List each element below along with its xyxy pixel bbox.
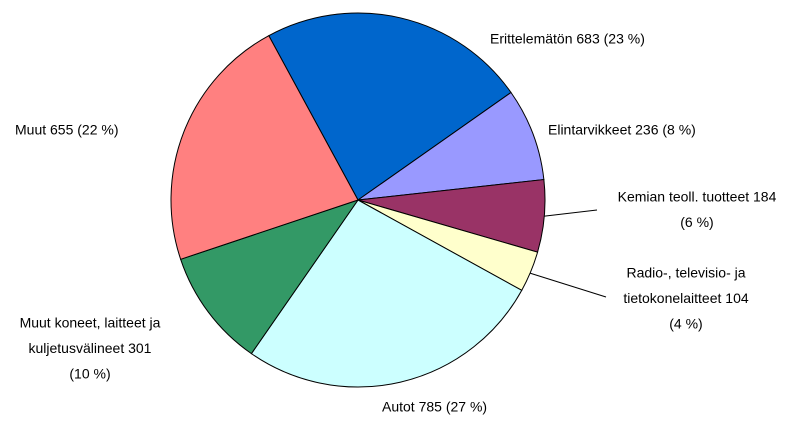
data-label: Muut koneet, laitteet ja — [20, 315, 161, 331]
data-label: Autot 785 (27 %) — [382, 399, 487, 415]
data-label: Erittelemätön 683 (23 %) — [490, 31, 645, 47]
leader-line — [519, 269, 607, 298]
data-label: (4 %) — [669, 316, 702, 332]
data-label: Radio-, televisio- ja — [626, 265, 745, 281]
data-label: (6 %) — [680, 214, 713, 230]
data-label: tietokonelaitteet 104 — [623, 290, 749, 306]
data-label: kuljetusvälineet 301 — [29, 340, 152, 356]
pie-slice — [180, 199, 360, 355]
pie-slice — [170, 34, 359, 260]
pie-slice — [250, 199, 523, 388]
data-label: Kemian teoll. tuotteet 184 — [618, 189, 777, 205]
data-label: Elintarvikkeet 236 (8 %) — [548, 122, 696, 138]
data-label: Muut 655 (22 %) — [15, 122, 119, 138]
data-label: (10 %) — [69, 366, 110, 382]
pie-slice — [268, 12, 512, 201]
pie-slice — [357, 91, 545, 201]
